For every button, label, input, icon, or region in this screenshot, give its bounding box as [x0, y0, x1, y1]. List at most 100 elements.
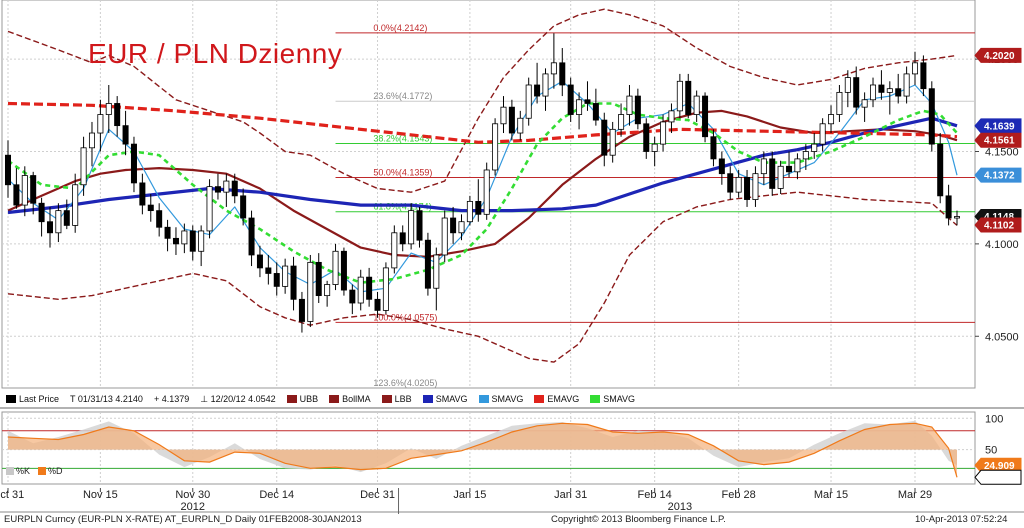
candle: [744, 169, 751, 207]
candle: [870, 77, 877, 108]
candle: [912, 51, 919, 85]
footer-source: EURPLN Curncy (EUR-PLN X-RATE) AT_EURPLN…: [4, 514, 362, 525]
candle-body-down: [374, 298, 381, 311]
candle: [181, 223, 188, 254]
candle-body-down: [718, 158, 725, 175]
series-line-smavg-5: [7, 80, 958, 293]
candle: [256, 245, 263, 278]
legend-label: BollMA: [342, 394, 371, 404]
price-tag-bg: [974, 217, 1022, 233]
candle: [46, 206, 53, 248]
candle-body-down: [349, 289, 356, 304]
legend-label: SMAVG: [491, 394, 524, 404]
candle-body-down: [508, 106, 515, 134]
candle: [458, 214, 465, 241]
candle: [660, 114, 667, 152]
candle: [416, 206, 423, 248]
candle-body-down: [584, 99, 591, 104]
legend-swatch: [329, 395, 340, 403]
candle: [189, 225, 196, 261]
price-tag-text: 24.909: [984, 461, 1015, 472]
y-tick-label: 4.1500: [985, 147, 1019, 159]
candle-body-down: [601, 119, 608, 156]
candle: [542, 68, 549, 111]
legend-item: SMAVG: [478, 394, 524, 404]
osc-legend-swatch: [38, 467, 47, 475]
candle-body-up: [357, 276, 364, 304]
year-label: 2012: [181, 501, 205, 513]
candle-body-down: [130, 143, 137, 184]
candle: [878, 70, 885, 100]
candle: [819, 118, 826, 152]
legend-swatch: [534, 395, 545, 403]
candle-body-up: [181, 230, 188, 245]
candle-body-down: [38, 202, 45, 223]
osc-legend-swatch: [6, 467, 14, 475]
candle-body-up: [206, 186, 213, 232]
candle: [584, 81, 591, 111]
candle: [357, 269, 364, 311]
candle: [374, 291, 381, 318]
candle-body-up: [660, 121, 667, 145]
candle-body-up: [483, 169, 490, 215]
candle-body-down: [30, 175, 37, 204]
candle: [105, 84, 112, 134]
candle-body-up: [903, 73, 910, 97]
candle: [164, 219, 171, 252]
chart-title: EUR / PLN Dzienny: [88, 38, 343, 69]
candle-body-up: [651, 143, 658, 152]
year-label: 2013: [668, 501, 692, 513]
legend-label: + 4.1379: [153, 394, 190, 404]
candle-body-down: [4, 154, 12, 186]
candle: [139, 173, 146, 215]
candle: [130, 136, 137, 193]
x-tick-label: Mar 29: [898, 489, 932, 501]
fib-label: 38.2%(4.1543): [373, 134, 432, 144]
x-tick-label: Oct 31: [0, 489, 24, 501]
osc-legend-item: %K: [6, 466, 30, 476]
candle: [836, 84, 843, 122]
candle: [231, 173, 238, 204]
osc-d-line: [7, 422, 958, 478]
candle-body-down: [122, 125, 129, 145]
candle-body-down: [231, 180, 238, 197]
candle-body-down: [567, 84, 574, 115]
candle-body-down: [878, 84, 885, 93]
price-tag: 4.1639: [974, 118, 1022, 134]
candle: [248, 210, 255, 267]
candle-body-up: [542, 73, 549, 97]
candle: [517, 110, 524, 141]
candle-body-down: [315, 261, 322, 297]
price-tag-bg: [974, 469, 1022, 485]
candle-body-down: [399, 232, 406, 245]
oscillator-plot-area: [7, 420, 958, 478]
candle: [618, 103, 625, 137]
price-tag-text: 4.1102: [984, 221, 1014, 232]
y-tick-label: 4.1000: [985, 239, 1019, 251]
candle-body-down: [937, 143, 944, 197]
footer-timestamp: 10-Apr-2013 07:52:24: [915, 514, 1008, 525]
candle-body-up: [794, 158, 801, 173]
candle-body-up: [88, 132, 95, 149]
candle-body-down: [147, 204, 154, 212]
oscillator-legend: %K %D: [6, 466, 71, 476]
legend-label: LBB: [394, 394, 412, 404]
price-tag-text: 4.2020: [984, 51, 1015, 62]
candle: [702, 92, 709, 143]
candle: [21, 166, 28, 217]
y-tick-label: 4.0500: [985, 331, 1019, 343]
candle: [576, 92, 583, 130]
candle-body-down: [475, 200, 482, 215]
candle-body-up: [324, 284, 331, 297]
osc-y-tick-label: 100: [985, 413, 1003, 425]
candle-body-down: [13, 184, 20, 206]
candle-body-up: [912, 62, 919, 75]
candle: [88, 121, 95, 167]
price-tag-bg: [974, 167, 1022, 183]
candle-body-up: [609, 128, 616, 156]
x-tick-label: Dec 14: [259, 489, 294, 501]
legend-item: T 01/31/13 4.2140: [70, 394, 143, 404]
price-tag: 4.1372: [974, 167, 1022, 183]
candle-body-up: [382, 267, 389, 311]
candle-body-down: [592, 103, 599, 121]
